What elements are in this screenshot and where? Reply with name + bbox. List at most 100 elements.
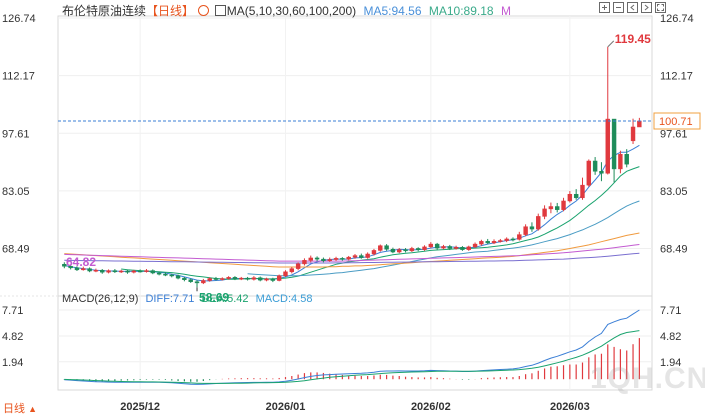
candle-body [258,277,263,281]
candle-body [491,241,497,244]
candle-body [264,278,269,281]
watermark: 1QH.CN [590,362,705,395]
candle-body [62,264,67,267]
candle-body [295,263,301,269]
candle-body [93,269,99,272]
arrow-right-icon[interactable] [641,2,652,13]
candle-body [283,271,288,277]
candle-body [106,270,111,273]
macd-axis-label-right: 1.94 [660,357,681,369]
candle-body [434,243,440,249]
candle-body [182,277,187,280]
high-annotation: 119.45 [615,32,651,46]
refresh-icon[interactable] [198,5,210,16]
current-price-value: 100.71 [659,116,693,128]
candle-body [125,270,130,273]
candle-body [441,246,446,249]
period-footer[interactable]: 日线 ▲ [3,400,37,416]
candle-body [270,278,276,281]
macd-header: MACD(26,12,9) DIFF:7.71 DEA:5.42 MACD:4.… [62,293,312,305]
candle-body [232,277,238,280]
period-footer-label[interactable]: 日线 [3,403,25,415]
candle-body [542,208,547,217]
macd-axis-label-left: 1.94 [2,357,23,369]
ma-label[interactable]: MA(5,10,30,60,100,200) [226,4,357,18]
candle-body [618,154,623,170]
high-pointer [607,40,615,48]
x-axis-label: 2026/03 [550,401,590,413]
candle-body [378,245,383,251]
arrow-left-icon[interactable] [627,2,638,13]
triangle-up-icon[interactable]: ▲ [28,404,37,414]
candle-body [428,243,434,248]
candle-body [175,275,181,279]
ma-settings-icon[interactable] [214,5,226,16]
price-axis-label-right: 97.61 [660,128,688,140]
macd-diff-line [64,309,640,385]
candle-body [523,226,528,235]
price-axis-label-left: 126.74 [2,13,36,25]
grid-plus-icon[interactable] [599,2,610,13]
candle-body [485,241,490,244]
candle-body [340,258,345,260]
ma-line-5 [64,244,640,262]
candle-body [226,277,231,279]
fullscreen-icon[interactable] [655,2,666,13]
price-axis-label-left: 97.61 [2,128,30,140]
candle-body [605,118,610,174]
candle-body [611,118,617,170]
candle-body [112,270,118,273]
candle-body [194,281,200,284]
candle-body [460,247,465,250]
candle-body [510,238,516,241]
macd-axis-label-right: 4.82 [660,331,681,343]
price-axis-label-left: 68.49 [2,243,30,255]
ma-line-2 [121,166,640,280]
macd-label[interactable]: MACD(26,12,9) [62,293,139,305]
candle-body [479,241,484,245]
period-label[interactable]: 【日线】 [146,4,195,18]
candle-body [207,278,212,281]
candle-body [466,246,471,250]
price-axis-label-right: 112.17 [660,71,693,83]
candle-body [624,154,629,165]
candle-body [409,248,415,252]
price-header: 布伦特原油连续【日线】 MA(5,10,30,60,100,200) MA5:9… [62,2,511,19]
macd-axis-label-left: 7.71 [2,305,23,317]
price-axis-label-right: 68.49 [660,243,688,255]
candle-body [188,279,193,282]
ma-line-3 [247,200,640,277]
candle-body [289,268,295,273]
candle-body [403,249,408,252]
ma10-value: MA10:89.18 [428,4,494,18]
chart-frame [57,15,653,391]
candle-body [599,171,604,174]
candle-body [567,193,573,202]
candle-body [220,278,225,280]
current-price-tag [653,112,701,130]
candle-body [276,275,282,281]
candle-body [555,206,560,210]
candle-body [415,248,421,250]
macd-axis-label-left: 4.82 [2,331,23,343]
candle-body [118,270,124,273]
price-axis-label-right: 126.74 [660,13,694,25]
candle-body [68,266,73,269]
candle-body [150,270,155,274]
ma5-value: MA5:94.56 [363,4,422,18]
diff-value: DIFF:7.71 [145,293,195,305]
macd-value: MACD:4.58 [255,293,313,305]
candle-body [529,226,535,230]
candle-body [201,280,206,284]
ma-annotation: 64.82 [66,255,96,269]
candle-body [359,255,364,258]
candle-body [453,247,459,249]
candle-body [131,270,137,273]
candle-body [573,193,579,199]
low-annotation: 58.69 [199,290,229,304]
grid-minus-icon[interactable] [613,2,624,13]
candle-body [100,269,105,273]
candle-body [346,256,351,260]
